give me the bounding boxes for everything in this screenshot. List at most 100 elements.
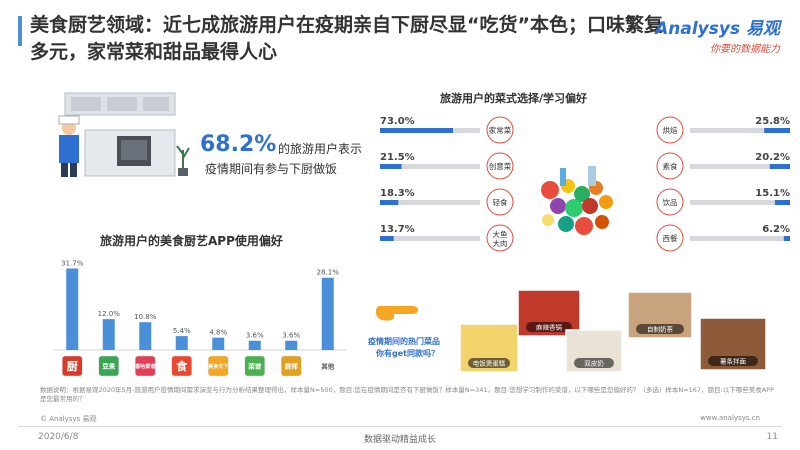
app-bar-value-label: 10.8%: [134, 313, 157, 321]
dish-value-label: 6.2%: [762, 224, 790, 235]
dish-name-label: 家常菜: [489, 125, 512, 135]
brand-name: Analysys 易观: [655, 19, 780, 39]
app-category-label: 美食天下: [208, 363, 228, 370]
brand-tagline: 你要的数据能力: [710, 44, 780, 55]
hot-dish-photo: [459, 323, 519, 373]
dish-bar-fill: [380, 200, 399, 205]
dish-name-label: 大肉: [493, 238, 508, 248]
dish-value-label: 13.7%: [380, 224, 415, 235]
dish-name-label: 西餐: [663, 234, 678, 243]
dish-bar-track: [690, 236, 790, 241]
app-bar: [175, 336, 188, 350]
dish-bar-track: [690, 164, 790, 169]
footer-divider: [18, 426, 782, 427]
app-logo-icon: [244, 355, 265, 377]
dish-name-label: 大鱼: [493, 229, 508, 239]
app-bar-value-label: 4.8%: [209, 329, 227, 337]
app-bar: [285, 340, 298, 350]
hot-dish-photo: [565, 329, 623, 373]
hot-dishes-label-line1: 疫情期间的热门菜品: [368, 336, 440, 346]
app-chart-title: 旅游用户的美食厨艺APP使用偏好: [100, 234, 283, 248]
dish-bar-fill: [764, 128, 790, 133]
app-bar-value-label: 28.1%: [317, 269, 340, 277]
app-bar: [212, 337, 225, 350]
page-title: 美食厨艺领域：近七成旅游用户在疫期亲自下厨尽显“吃货”本色；口味繁复多元，家常菜…: [30, 14, 663, 63]
app-category-label: 菜谱: [247, 361, 262, 370]
dish-bar-fill: [774, 200, 790, 205]
app-logo-icon: [62, 355, 83, 377]
dish-value-label: 21.5%: [380, 152, 415, 163]
dish-value-label: 25.8%: [755, 116, 790, 127]
hot-dish-name: 电饭煲蛋糕: [473, 359, 506, 368]
dish-value-label: 20.2%: [755, 152, 790, 163]
hot-dish-name: 自制奶茶: [647, 325, 674, 334]
hot-dishes-label-line2: 你有get同款吗？: [375, 348, 439, 358]
app-bar-value-label: 12.0%: [98, 310, 121, 318]
footer-date: 2020/6/8: [38, 432, 79, 442]
kitchen-illustration: [58, 92, 190, 177]
app-logo-icon: [98, 355, 119, 377]
dish-bar-fill: [783, 236, 790, 241]
dish-circle: [656, 116, 684, 144]
dish-bar-track: [690, 200, 790, 205]
app-bar-value-label: 31.7%: [61, 259, 84, 267]
dish-bar-track: [380, 200, 480, 205]
data-note: 数据说明：根据易观2020年5月-旅游用户疫情期间需求演变与行为分析结果整理得出…: [40, 386, 775, 403]
title-accent-bar: [18, 16, 22, 46]
dish-name-label: 素食: [663, 161, 678, 171]
website: www.analysys.cn: [700, 414, 760, 422]
hot-dish-name: 薯条拌面: [720, 357, 747, 366]
hot-dish-name: 双皮奶: [584, 359, 604, 368]
dish-name-label: 饮品: [663, 197, 678, 207]
dish-bar-fill: [769, 164, 790, 169]
dish-name-label: 轻食: [493, 197, 508, 207]
app-category-label: 其他: [321, 361, 335, 370]
app-bar: [139, 322, 152, 350]
dish-chart-title: 旅游用户的菜式选择/学习偏好: [440, 92, 588, 105]
dish-value-label: 18.3%: [380, 188, 415, 199]
hot-dish-photo: [517, 289, 581, 337]
dish-circle: [486, 188, 514, 216]
app-preference-chart: 31.7% 厨 12.0% 豆果 10.8% 香哈菜谱 5.4% 食 4.8% 美食天下 3.6% 菜…: [54, 259, 346, 377]
app-bar: [102, 319, 115, 350]
app-category-label: 厨: [67, 360, 78, 373]
highlight-percent: 68.2%: [200, 132, 277, 157]
app-bar-value-label: 3.6%: [282, 332, 300, 340]
dish-bar-track: [690, 128, 790, 133]
app-category-label: 香哈菜谱: [134, 363, 155, 370]
hot-dish-photo: [627, 291, 693, 339]
app-bar-value-label: 5.4%: [173, 327, 191, 335]
app-logo-icon: [281, 355, 302, 377]
dish-circle: [656, 152, 684, 180]
dish-circle: [656, 188, 684, 216]
pointing-hand-icon: [376, 306, 418, 321]
dish-circle: [486, 224, 514, 252]
app-category-label: 食: [176, 359, 188, 373]
page-number: 11: [766, 432, 778, 442]
dish-name-label: 创意菜: [489, 161, 512, 171]
brand-logo: Analysys 易观 你要的数据能力: [655, 14, 780, 55]
dish-circle: [656, 224, 684, 252]
footer-slogan: 数据驱动精益成长: [363, 435, 436, 445]
dish-bar-track: [380, 236, 480, 241]
dish-bar-track: [380, 164, 480, 169]
highlight-text-line2: 疫情期间有参与下厨做饭: [205, 162, 338, 176]
dish-name-label: 烘焙: [663, 125, 678, 135]
highlight-text-line1: 的旅游用户表示: [278, 142, 363, 156]
app-category-label: 豆果: [102, 361, 116, 370]
app-logo-icon: [317, 355, 338, 377]
dish-bar-fill: [380, 236, 394, 241]
app-logo-icon: [135, 355, 156, 377]
food-illustration: [541, 166, 613, 235]
app-bar: [66, 268, 79, 350]
app-logo-icon: [208, 355, 229, 377]
dish-value-label: 15.1%: [755, 188, 790, 199]
hot-dish-photo: [699, 317, 767, 371]
app-category-label: 厨师: [285, 361, 299, 370]
copyright: © Analysys 易观: [40, 415, 97, 423]
hot-dish-name: 麻辣香锅: [536, 323, 563, 332]
dish-value-label: 73.0%: [380, 116, 415, 127]
